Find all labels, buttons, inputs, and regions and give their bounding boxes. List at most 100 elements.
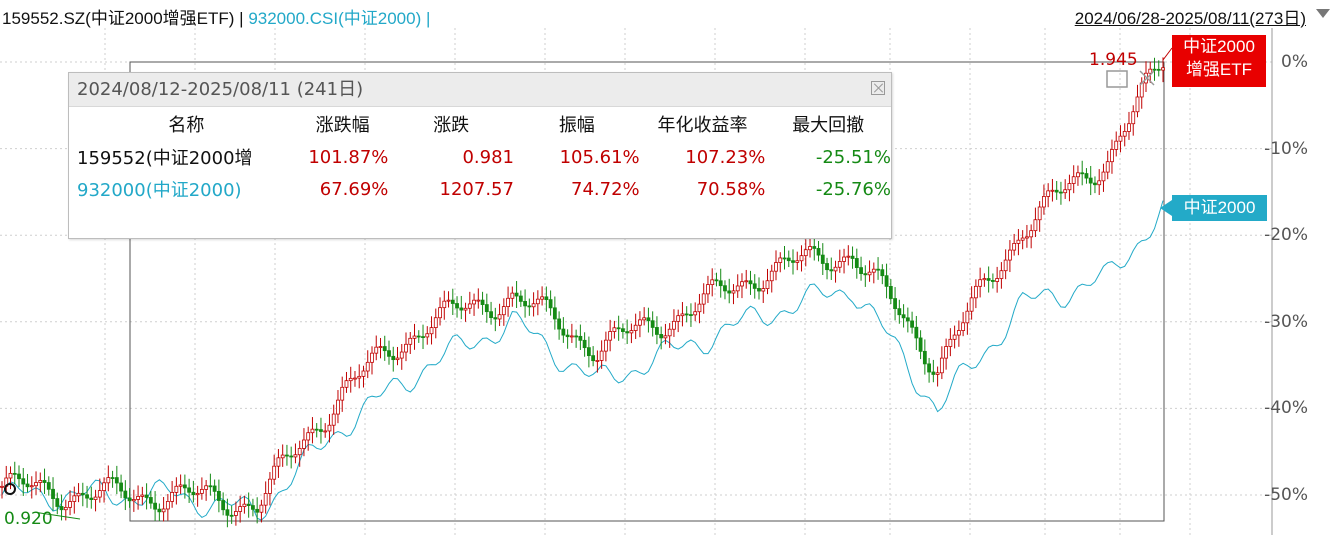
stats-row-etf[interactable]: 159552(中证2000增 101.87% 0.981 105.61% 107…	[69, 141, 891, 173]
candle-body	[127, 497, 132, 502]
candle-body	[306, 432, 311, 441]
popup-close-icon[interactable]	[871, 81, 885, 95]
candle-body	[574, 335, 579, 338]
candle-body	[1059, 191, 1063, 194]
candle-body	[340, 386, 345, 401]
candle-body	[935, 372, 940, 375]
candle-body	[523, 300, 527, 307]
index-series-flag: 中证2000	[1172, 195, 1267, 221]
row-annualized: 70.58%	[696, 178, 766, 200]
candle-body	[234, 511, 238, 516]
candle-body	[506, 297, 510, 307]
candle-body	[1071, 176, 1076, 184]
candle-body	[901, 314, 906, 319]
candle-body	[701, 293, 706, 305]
dropdown-caret-icon[interactable]	[1316, 9, 1330, 18]
candle-body	[642, 317, 647, 321]
candle-body	[97, 490, 102, 498]
candle-body	[153, 502, 157, 510]
candle-body	[799, 255, 804, 262]
candle-body	[187, 487, 192, 493]
row-change-pct: 101.87%	[308, 146, 389, 168]
candle-body	[472, 299, 476, 305]
candle-body	[459, 307, 464, 311]
candle-body	[1114, 140, 1119, 150]
candle-body	[1012, 243, 1017, 251]
header-separator-2: |	[425, 9, 431, 28]
candle-body	[744, 280, 749, 283]
candle-body	[693, 311, 698, 316]
candle-body	[837, 261, 842, 268]
candle-body	[323, 430, 328, 433]
candle-body	[208, 485, 213, 488]
candle-body	[599, 350, 604, 361]
candle-body	[846, 255, 851, 258]
candle-body	[757, 288, 761, 292]
candle-body	[297, 448, 302, 456]
maximize-icon[interactable]	[1106, 70, 1128, 88]
candle-body	[731, 290, 736, 294]
candle-body	[850, 255, 855, 259]
candle-body	[72, 495, 77, 502]
stats-row-index[interactable]: 932000(中证2000) 67.69% 1207.57 74.72% 70.…	[69, 173, 891, 205]
candle-body	[667, 328, 672, 337]
candle-body	[174, 485, 179, 493]
candle-body	[17, 473, 21, 480]
col-header: 涨跌	[433, 115, 470, 136]
candle-body	[782, 257, 787, 260]
candle-body	[510, 292, 515, 299]
candle-body	[93, 496, 98, 500]
candle-body	[595, 360, 600, 362]
candle-body	[1067, 183, 1072, 191]
candle-body	[1101, 171, 1106, 182]
y-tick-label: -30%	[1264, 312, 1308, 332]
candle-body	[1016, 239, 1021, 244]
close-range-icon[interactable]	[1137, 68, 1157, 88]
candle-body	[659, 334, 664, 339]
candle-body	[404, 343, 408, 353]
candle-body	[552, 307, 557, 320]
candle-body	[1020, 237, 1025, 241]
candle-body	[978, 279, 983, 287]
candle-body	[1003, 259, 1008, 272]
candle-body	[825, 263, 829, 271]
candle-body	[148, 497, 153, 504]
candle-body	[251, 505, 255, 510]
candle-body	[293, 454, 298, 458]
date-range[interactable]: 2024/06/28-2025/08/11(273日)	[1074, 9, 1306, 28]
etf-label[interactable]: 159552.SZ(中证2000增强ETF)	[2, 9, 235, 28]
row-max-drawdown: -25.51%	[815, 146, 891, 168]
index-label[interactable]: 932000.CSI(中证2000)	[248, 9, 422, 28]
candle-body	[446, 299, 451, 302]
candle-body	[225, 509, 230, 516]
candle-body	[999, 270, 1004, 279]
candle-body	[718, 280, 723, 287]
candle-body	[918, 337, 923, 352]
candle-body	[952, 334, 957, 340]
candle-body	[1042, 196, 1046, 208]
candle-body	[888, 285, 893, 299]
candle-body	[540, 296, 544, 300]
candle-body	[808, 246, 812, 251]
candle-body	[676, 315, 681, 322]
candle-body	[391, 355, 396, 361]
candle-body	[944, 346, 949, 359]
candle-body	[1097, 180, 1102, 186]
candle-body	[408, 337, 413, 345]
candle-body	[884, 275, 889, 287]
candle-body	[735, 285, 740, 292]
candle-body	[854, 258, 859, 268]
candle-body	[723, 285, 727, 292]
candle-body	[816, 248, 821, 256]
row-name: 932000(中证2000)	[77, 180, 242, 201]
y-tick-label: -40%	[1264, 398, 1308, 418]
candle-body	[689, 314, 693, 316]
candle-body	[582, 339, 587, 349]
candle-body	[518, 295, 523, 302]
candle-body	[680, 313, 685, 317]
candle-body	[1025, 236, 1029, 239]
candle-body	[110, 477, 115, 479]
candle-body	[144, 494, 149, 498]
high-price-label: 1.945	[1089, 50, 1138, 70]
candle-body	[387, 350, 391, 357]
